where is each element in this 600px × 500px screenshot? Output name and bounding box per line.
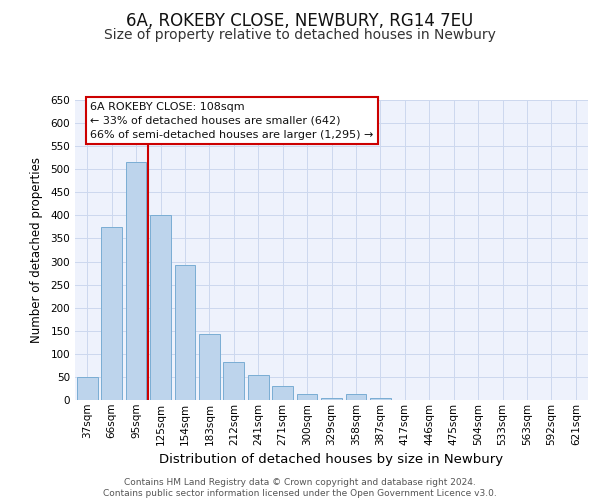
X-axis label: Distribution of detached houses by size in Newbury: Distribution of detached houses by size … — [160, 453, 503, 466]
Bar — [101, 227, 122, 400]
Bar — [77, 377, 98, 400]
Text: 6A, ROKEBY CLOSE, NEWBURY, RG14 7EU: 6A, ROKEBY CLOSE, NEWBURY, RG14 7EU — [127, 12, 473, 30]
Bar — [321, 398, 342, 400]
Bar — [150, 216, 171, 400]
Bar — [370, 398, 391, 400]
Text: 6A ROKEBY CLOSE: 108sqm
← 33% of detached houses are smaller (642)
66% of semi-d: 6A ROKEBY CLOSE: 108sqm ← 33% of detache… — [91, 102, 374, 140]
Y-axis label: Number of detached properties: Number of detached properties — [31, 157, 43, 343]
Bar — [199, 334, 220, 400]
Text: Contains HM Land Registry data © Crown copyright and database right 2024.
Contai: Contains HM Land Registry data © Crown c… — [103, 478, 497, 498]
Bar — [223, 362, 244, 400]
Bar — [272, 386, 293, 400]
Text: Size of property relative to detached houses in Newbury: Size of property relative to detached ho… — [104, 28, 496, 42]
Bar — [296, 394, 317, 400]
Bar — [248, 374, 269, 400]
Bar — [125, 162, 146, 400]
Bar — [346, 394, 367, 400]
Bar — [175, 265, 196, 400]
